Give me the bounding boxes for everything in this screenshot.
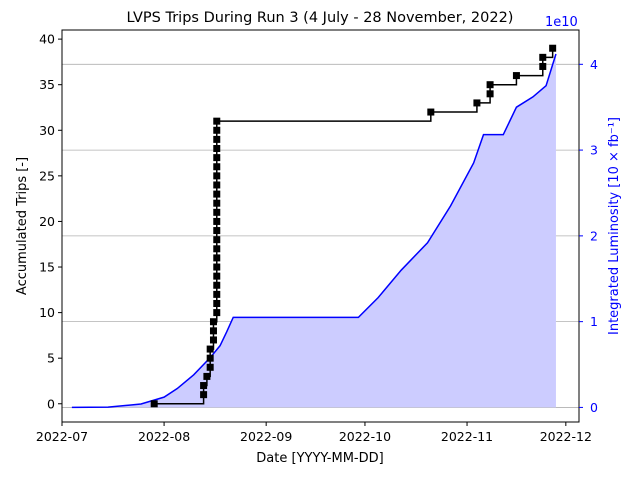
trip-marker xyxy=(486,81,494,89)
trip-marker xyxy=(213,163,221,171)
trip-marker xyxy=(512,72,520,80)
trip-marker xyxy=(213,172,221,180)
trip-marker xyxy=(213,227,221,235)
trip-marker xyxy=(549,44,557,52)
trips-series xyxy=(150,44,557,408)
trip-marker xyxy=(213,217,221,225)
x-tick-label: 2022-09 xyxy=(240,429,292,444)
trip-marker xyxy=(213,154,221,162)
trip-marker xyxy=(213,309,221,317)
right-y-axis-label: Integrated Luminosity [10 × fb⁻¹] xyxy=(607,117,622,335)
y2-tick-label: 4 xyxy=(590,57,598,72)
trip-marker xyxy=(150,400,158,408)
trip-marker xyxy=(209,318,217,326)
plot-frame xyxy=(61,29,580,423)
trip-marker xyxy=(473,99,481,107)
left-y-axis-label: Accumulated Trips [-] xyxy=(15,157,30,295)
trip-marker xyxy=(539,53,547,61)
trip-marker xyxy=(213,254,221,262)
trip-marker xyxy=(206,363,214,371)
trip-marker xyxy=(213,299,221,307)
trip-marker xyxy=(206,354,214,362)
trip-marker xyxy=(213,281,221,289)
y-tick-label: 25 xyxy=(39,168,55,183)
trip-marker xyxy=(200,382,208,390)
trip-marker xyxy=(206,345,214,353)
trip-marker xyxy=(539,62,547,70)
trip-marker xyxy=(213,199,221,207)
trip-marker xyxy=(213,190,221,198)
trip-marker xyxy=(213,126,221,134)
trip-marker xyxy=(486,90,494,98)
y-tick-label: 20 xyxy=(39,214,55,229)
y-tick-label: 35 xyxy=(39,77,55,92)
y-tick-label: 15 xyxy=(39,260,55,275)
x-axis-ticks: 2022-07 2022-08 2022-09 2022-10 2022-11 2022-… xyxy=(36,422,592,444)
left-y-axis-ticks: 0 5 10 15 20 25 30 35 40 xyxy=(39,32,62,411)
right-y-axis-ticks: 0 1 2 3 4 xyxy=(579,57,598,415)
x-tick-label: 2022-11 xyxy=(441,429,493,444)
y-tick-label: 40 xyxy=(39,32,55,47)
y-tick-label: 10 xyxy=(39,305,55,320)
trip-marker xyxy=(213,135,221,143)
trip-marker xyxy=(213,208,221,216)
right-y-axis-offset-text: 1e10 xyxy=(545,15,578,30)
y2-tick-label: 1 xyxy=(590,314,598,329)
y2-tick-label: 3 xyxy=(590,143,598,158)
trip-marker xyxy=(213,263,221,271)
trip-marker xyxy=(213,272,221,280)
x-tick-label: 2022-12 xyxy=(540,429,592,444)
y2-tick-label: 2 xyxy=(590,228,598,243)
trip-marker xyxy=(213,236,221,244)
trip-marker xyxy=(213,145,221,153)
trip-marker xyxy=(203,372,211,380)
chart-title: LVPS Trips During Run 3 (4 July - 28 Nov… xyxy=(127,10,514,26)
trip-marker xyxy=(200,391,208,399)
y-tick-label: 30 xyxy=(39,123,55,138)
trip-marker xyxy=(209,327,217,335)
trip-marker xyxy=(213,181,221,189)
trip-marker xyxy=(209,336,217,344)
trip-marker xyxy=(213,290,221,298)
x-axis-label: Date [YYYY-MM-DD] xyxy=(256,451,383,466)
x-tick-label: 2022-10 xyxy=(339,429,391,444)
trip-marker xyxy=(213,117,221,125)
x-tick-label: 2022-07 xyxy=(36,429,88,444)
x-tick-label: 2022-08 xyxy=(138,429,190,444)
luminosity-area xyxy=(71,54,556,408)
y-tick-label: 5 xyxy=(47,351,55,366)
y-tick-label: 0 xyxy=(47,396,55,411)
y2-tick-label: 0 xyxy=(590,400,598,415)
trip-marker xyxy=(427,108,435,116)
luminosity-series xyxy=(71,53,557,409)
trip-marker xyxy=(213,245,221,253)
